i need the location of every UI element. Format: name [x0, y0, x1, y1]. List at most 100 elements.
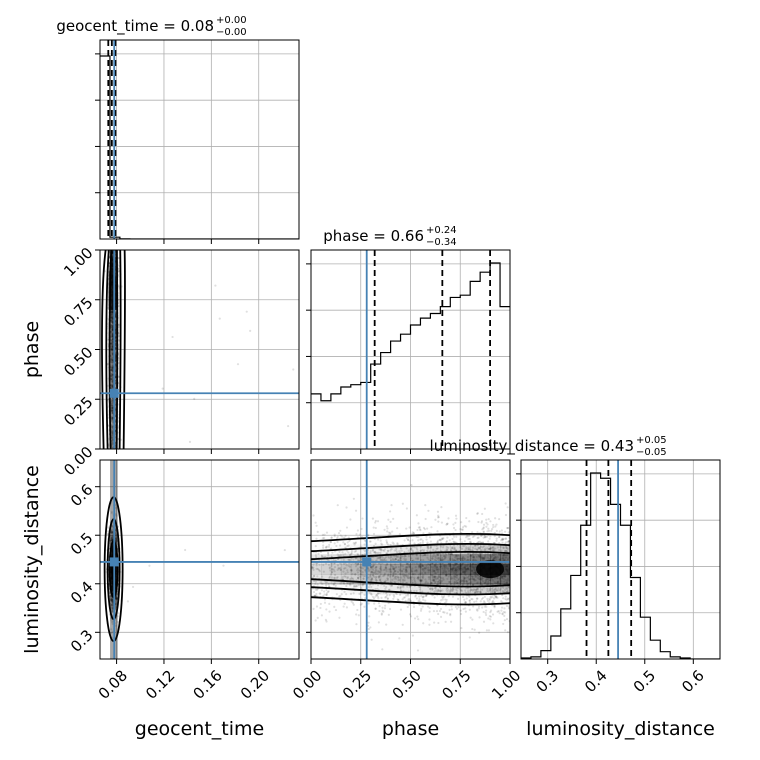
sample-point [111, 554, 114, 557]
sample-point [110, 371, 113, 375]
sample-point [111, 311, 114, 314]
sample-point [114, 605, 117, 608]
sample-point [111, 324, 114, 327]
sample-point [111, 421, 114, 424]
sample-point [115, 536, 118, 539]
sample-point [111, 550, 114, 553]
sample-point [109, 378, 113, 381]
sample-point [114, 533, 118, 536]
sample-point [111, 416, 114, 420]
sample-point [110, 367, 113, 371]
sample-point [110, 347, 114, 350]
sample-point [111, 406, 114, 410]
sample-point [111, 379, 114, 383]
sample-point [110, 600, 113, 603]
sample-point [193, 397, 196, 400]
sample-point [110, 577, 113, 580]
sample-point [111, 553, 114, 556]
sample-point [114, 538, 117, 541]
sample-point [111, 353, 114, 356]
sample-point [111, 536, 114, 539]
sample-point [110, 354, 113, 357]
sample-point [110, 431, 114, 435]
sample-point [111, 310, 114, 313]
sample-point [111, 437, 114, 440]
sample-point [110, 598, 113, 601]
sample-point [111, 369, 114, 372]
sample-point [111, 585, 114, 589]
sample-point [111, 412, 114, 415]
sample-point [111, 348, 114, 352]
sample-point [114, 599, 117, 602]
sample-point [110, 603, 113, 606]
sample-point [114, 320, 117, 323]
sample-point [110, 539, 113, 542]
sample-point [110, 351, 113, 354]
sample-point [111, 251, 114, 254]
sample-point [110, 579, 113, 582]
sample-point [111, 410, 114, 413]
sample-point [110, 578, 113, 581]
sample-point [110, 406, 113, 410]
sample-point [110, 311, 113, 314]
sample-point [114, 537, 118, 540]
sample-point [110, 579, 114, 582]
sample-point [110, 315, 113, 318]
sample-point [110, 385, 114, 388]
sample-point [110, 603, 114, 606]
sample-point [110, 358, 113, 362]
sample-point [110, 582, 113, 585]
sample-point [161, 387, 164, 390]
sample-point [110, 348, 114, 351]
sample-point [111, 550, 114, 553]
sample-point [110, 321, 113, 324]
sample-point [110, 364, 114, 367]
sample-point [111, 411, 114, 414]
sample-point [110, 368, 113, 371]
sample-point [111, 599, 114, 602]
sample-point [110, 418, 113, 421]
sample-point [111, 324, 114, 327]
sample-point [114, 538, 117, 541]
sample-point [110, 363, 114, 366]
sample-point [110, 313, 114, 316]
sample-point [111, 383, 114, 386]
sample-point [110, 602, 113, 605]
sample-point [115, 536, 118, 539]
sample-point [114, 354, 117, 357]
sample-point [110, 330, 114, 333]
sample-point [111, 345, 114, 348]
sample-point [110, 529, 114, 533]
sample-point [111, 549, 114, 552]
sample-point [114, 578, 117, 581]
sample-point [110, 598, 113, 602]
sample-point [111, 340, 114, 343]
sample-point [111, 600, 114, 603]
sample-point [111, 581, 114, 584]
sample-point [110, 348, 113, 351]
sample-point [107, 530, 110, 533]
sample-point [126, 600, 130, 603]
sample-point [110, 579, 113, 582]
sample-point [110, 426, 113, 429]
sample-point [111, 369, 114, 372]
sample-point [117, 375, 120, 378]
sample-point [109, 539, 112, 542]
sample-point [111, 530, 114, 533]
sample-point [111, 338, 114, 341]
sample-point [111, 550, 114, 553]
sample-point [110, 366, 113, 369]
sample-point [110, 375, 113, 378]
sample-point [111, 581, 114, 584]
sample-point [111, 582, 114, 585]
sample-point [111, 312, 114, 315]
panel-content [100, 460, 299, 659]
sample-point [110, 419, 114, 423]
sample-point [111, 600, 114, 603]
sample-point [110, 338, 113, 341]
sample-point [109, 597, 112, 600]
panel-geocent_time-geocent_time [95, 39, 300, 244]
sample-point [110, 348, 113, 351]
sample-point [111, 386, 114, 389]
